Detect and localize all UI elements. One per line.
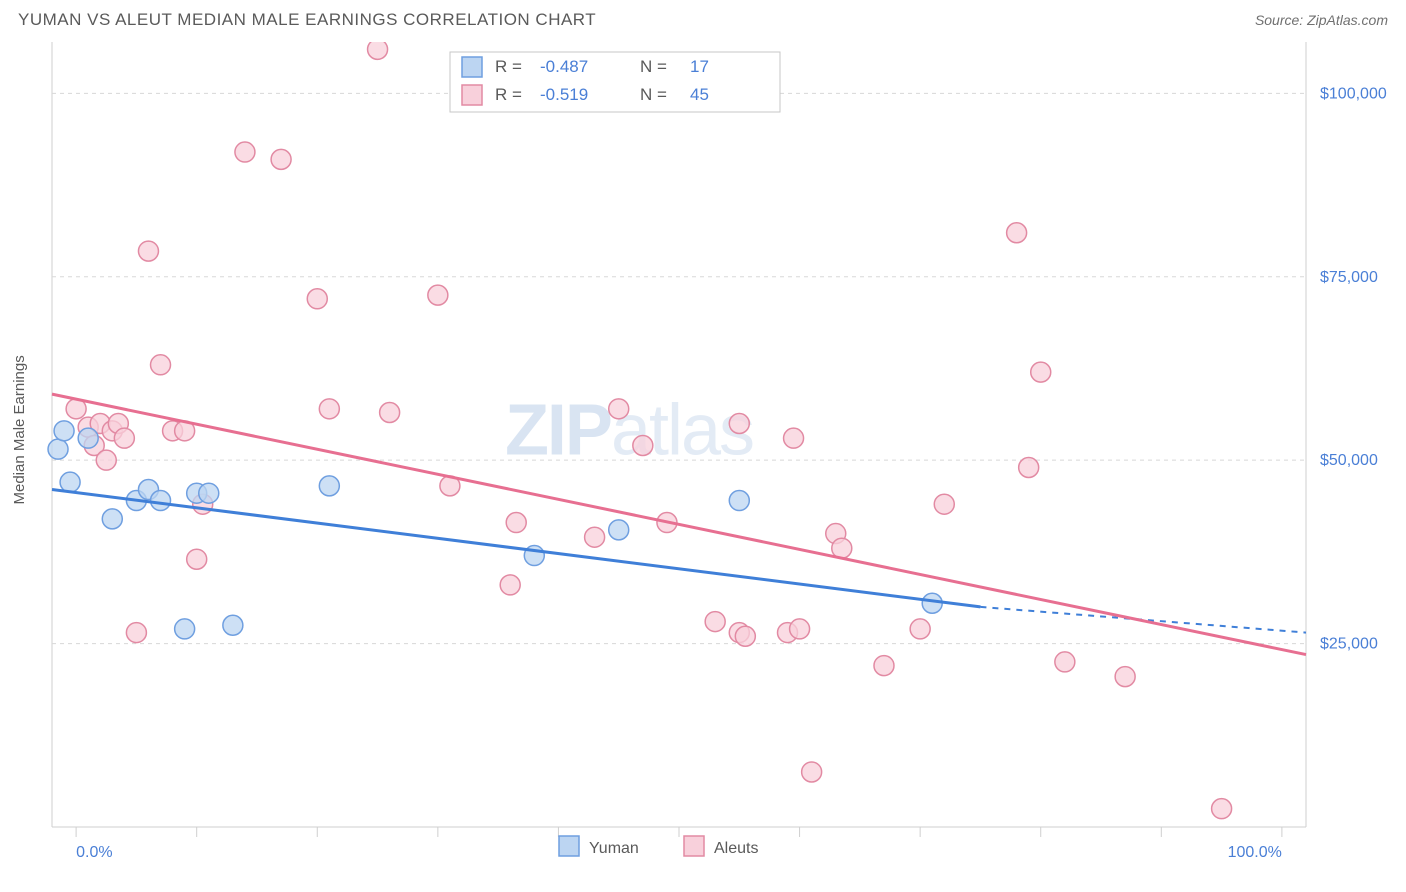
legend-r-value: -0.519 [540,85,588,104]
data-point [705,612,725,632]
data-point [319,399,339,419]
data-point [96,450,116,470]
chart-area: $25,000 $50,000 $75,000 $100,000 Median Male… [0,42,1406,892]
data-point [922,593,942,613]
legend-swatch [559,836,579,856]
legend-series-label: Yuman [589,840,639,857]
data-point [151,355,171,375]
data-point [380,402,400,422]
x-left-label: 0.0% [76,844,112,861]
data-point [48,439,68,459]
data-point [175,619,195,639]
source-name: ZipAtlas.com [1307,12,1388,28]
chart-title: YUMAN VS ALEUT MEDIAN MALE EARNINGS CORR… [18,10,596,30]
source-prefix: Source: [1255,12,1307,28]
data-point [223,615,243,635]
data-point [235,142,255,162]
data-point [307,289,327,309]
data-point [1031,362,1051,382]
legend-r-label: R = [495,85,522,104]
data-point [633,436,653,456]
data-point [368,42,388,59]
data-point [609,399,629,419]
y-tick-label: $50,000 [1320,452,1378,469]
legend-r-value: -0.487 [540,57,588,76]
data-point [138,241,158,261]
data-point [1212,799,1232,819]
legend-swatch [684,836,704,856]
data-point [1007,223,1027,243]
series-legend: Yuman Aleuts [559,836,758,857]
y-tick-label: $75,000 [1320,269,1378,286]
data-point [102,509,122,529]
data-point [78,428,98,448]
data-point [874,656,894,676]
legend-swatch [462,85,482,105]
data-point [609,520,629,540]
data-point [910,619,930,639]
legend-swatch [462,57,482,77]
data-point [1115,667,1135,687]
data-point [729,491,749,511]
data-point [729,413,749,433]
data-point [1055,652,1075,672]
legend-n-label: N = [640,57,667,76]
data-point [54,421,74,441]
data-point [199,483,219,503]
data-point [151,491,171,511]
legend-n-value: 17 [690,57,709,76]
data-point [934,494,954,514]
chart-header: YUMAN VS ALEUT MEDIAN MALE EARNINGS CORR… [0,0,1406,36]
y-axis-label: Median Male Earnings [11,355,28,504]
data-point [1019,458,1039,478]
data-point [114,428,134,448]
x-right-label: 100.0% [1228,844,1282,861]
legend-r-label: R = [495,57,522,76]
data-point [784,428,804,448]
data-point [585,527,605,547]
data-point [126,623,146,643]
data-point [802,762,822,782]
data-point [500,575,520,595]
legend-n-label: N = [640,85,667,104]
chart-source: Source: ZipAtlas.com [1255,12,1388,28]
data-point [60,472,80,492]
data-point [187,549,207,569]
legend-n-value: 45 [690,85,709,104]
scatter-chart: $25,000 $50,000 $75,000 $100,000 Median Male… [0,42,1406,892]
data-point [319,476,339,496]
y-tick-label: $25,000 [1320,636,1378,653]
legend-series-label: Aleuts [714,840,758,857]
data-point [271,149,291,169]
data-point [735,626,755,646]
data-point [506,513,526,533]
watermark: ZIPatlas [505,391,753,471]
data-point [790,619,810,639]
data-point [428,285,448,305]
y-tick-label: $100,000 [1320,85,1387,102]
